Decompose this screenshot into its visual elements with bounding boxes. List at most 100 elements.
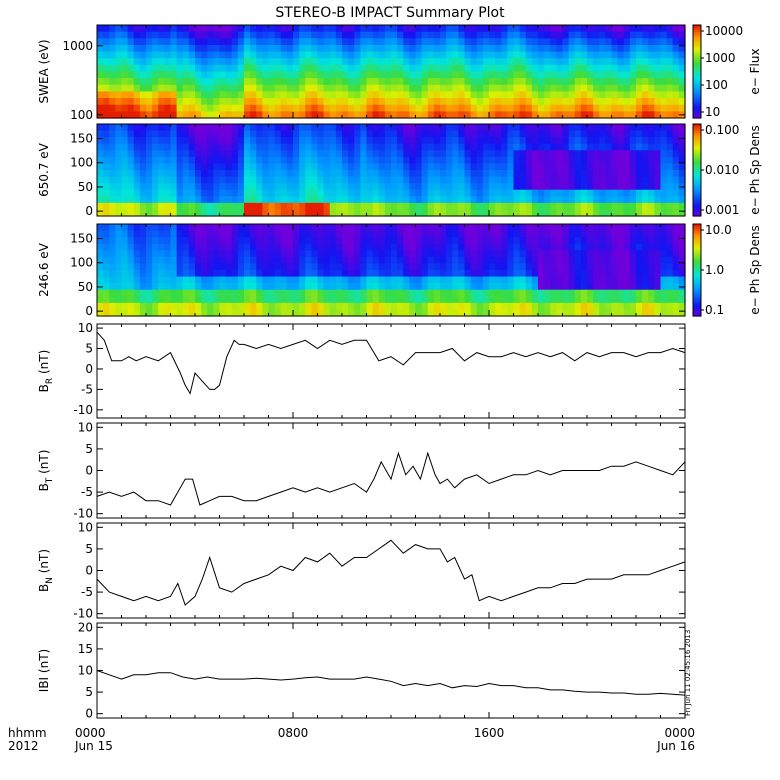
heatmap-0-cell xyxy=(629,98,637,106)
heatmap-0-cell xyxy=(250,71,257,79)
heatmap-2-cell xyxy=(642,250,649,258)
heatmap-2-cell xyxy=(250,296,257,304)
colorbar-0-cell xyxy=(693,85,701,89)
heatmap-1-cell xyxy=(139,137,147,145)
heatmap-2-cell xyxy=(391,230,398,238)
heatmap-1-cell xyxy=(97,156,104,165)
panel-1-ytick-label: 50 xyxy=(78,180,93,194)
heatmap-1-cell xyxy=(146,202,153,211)
heatmap-1-cell xyxy=(280,196,288,204)
heatmap-0-cell xyxy=(360,71,368,79)
heatmap-2-cell xyxy=(286,270,294,278)
heatmap-1-cell xyxy=(495,124,502,132)
heatmap-0-cell xyxy=(299,91,306,99)
heatmap-2-cell xyxy=(231,270,239,278)
heatmap-2-cell xyxy=(329,296,337,304)
heatmap-2-cell xyxy=(568,270,576,278)
heatmap-2-cell xyxy=(354,256,361,265)
heatmap-2-cell xyxy=(544,309,551,317)
heatmap-2-cell xyxy=(146,276,153,284)
heatmap-0-cell xyxy=(348,104,355,112)
heatmap-0-cell xyxy=(538,44,545,53)
heatmap-1-cell xyxy=(415,183,423,191)
heatmap-1-cell xyxy=(213,209,221,217)
heatmap-2-cell xyxy=(360,289,368,297)
heatmap-2-cell xyxy=(342,224,349,232)
heatmap-2-cell xyxy=(519,276,527,284)
heatmap-0-cell xyxy=(642,51,649,59)
heatmap-1-cell xyxy=(489,130,496,138)
heatmap-1-cell xyxy=(678,209,686,217)
heatmap-1-cell xyxy=(329,124,337,132)
heatmap-2-cell xyxy=(489,230,496,238)
heatmap-0-cell xyxy=(201,44,208,53)
heatmap-2-cell xyxy=(525,296,533,304)
heatmap-2-cell xyxy=(121,263,129,271)
heatmap-0-cell xyxy=(507,84,515,93)
heatmap-0-cell xyxy=(470,25,478,33)
heatmap-1-cell xyxy=(617,196,625,204)
heatmap-2-cell xyxy=(182,289,190,297)
heatmap-1-cell xyxy=(678,130,686,138)
heatmap-1-cell xyxy=(617,137,625,145)
heatmap-2-cell xyxy=(286,237,294,245)
heatmap-0-cell xyxy=(146,78,153,86)
heatmap-0-cell xyxy=(678,38,686,46)
heatmap-1-cell xyxy=(642,209,649,217)
heatmap-0-cell xyxy=(458,25,466,33)
heatmap-1-cell xyxy=(538,156,545,165)
heatmap-0-cell xyxy=(213,58,221,66)
heatmap-1-cell xyxy=(446,202,453,211)
heatmap-0-cell xyxy=(636,38,643,46)
heatmap-0-cell xyxy=(574,98,582,106)
heatmap-0-cell xyxy=(489,38,496,46)
heatmap-1-cell xyxy=(587,209,594,217)
heatmap-2-cell xyxy=(244,289,251,297)
heatmap-0-cell xyxy=(97,104,104,112)
heatmap-2-cell xyxy=(342,230,349,238)
heatmap-0-cell xyxy=(605,31,613,39)
heatmap-2-cell xyxy=(568,224,576,232)
heatmap-0-cell xyxy=(250,98,257,106)
heatmap-2-cell xyxy=(207,276,214,284)
heatmap-1-cell xyxy=(440,130,447,138)
heatmap-0-cell xyxy=(538,98,545,106)
heatmap-2-cell xyxy=(544,250,551,258)
heatmap-0-cell xyxy=(378,38,386,46)
heatmap-0-cell xyxy=(409,98,417,106)
heatmap-2-cell xyxy=(489,263,496,271)
heatmap-1-cell xyxy=(231,189,239,197)
heatmap-1-cell xyxy=(109,170,116,178)
heatmap-0-cell xyxy=(433,84,441,93)
heatmap-1-cell xyxy=(623,137,631,145)
colorbar-1-cell xyxy=(693,170,701,173)
heatmap-0-cell xyxy=(538,58,545,66)
heatmap-1-cell xyxy=(654,163,662,171)
heatmap-1-cell xyxy=(403,189,410,197)
heatmap-0-cell xyxy=(121,44,129,53)
heatmap-2-cell xyxy=(188,270,196,278)
heatmap-2-cell xyxy=(629,270,637,278)
heatmap-2-cell xyxy=(446,276,453,284)
heatmap-2-cell xyxy=(556,250,564,258)
heatmap-0-cell xyxy=(544,64,551,73)
heatmap-0-cell xyxy=(195,44,202,53)
heatmap-1-cell xyxy=(121,143,129,151)
heatmap-2-cell xyxy=(489,250,496,258)
heatmap-0-cell xyxy=(152,78,159,86)
heatmap-2-cell xyxy=(170,270,178,278)
heatmap-1-cell xyxy=(384,202,392,211)
heatmap-2-cell xyxy=(470,256,478,265)
heatmap-0-cell xyxy=(256,111,263,119)
heatmap-1-cell xyxy=(403,163,410,171)
heatmap-2-cell xyxy=(464,237,472,245)
heatmap-2-cell xyxy=(335,276,343,284)
heatmap-0-cell xyxy=(660,71,668,79)
heatmap-1-cell xyxy=(440,176,447,184)
heatmap-2-cell xyxy=(329,230,337,238)
heatmap-0-cell xyxy=(391,58,398,66)
heatmap-2-cell xyxy=(103,237,110,245)
heatmap-2-cell xyxy=(103,230,110,238)
colorbar-1-cell xyxy=(693,151,701,155)
